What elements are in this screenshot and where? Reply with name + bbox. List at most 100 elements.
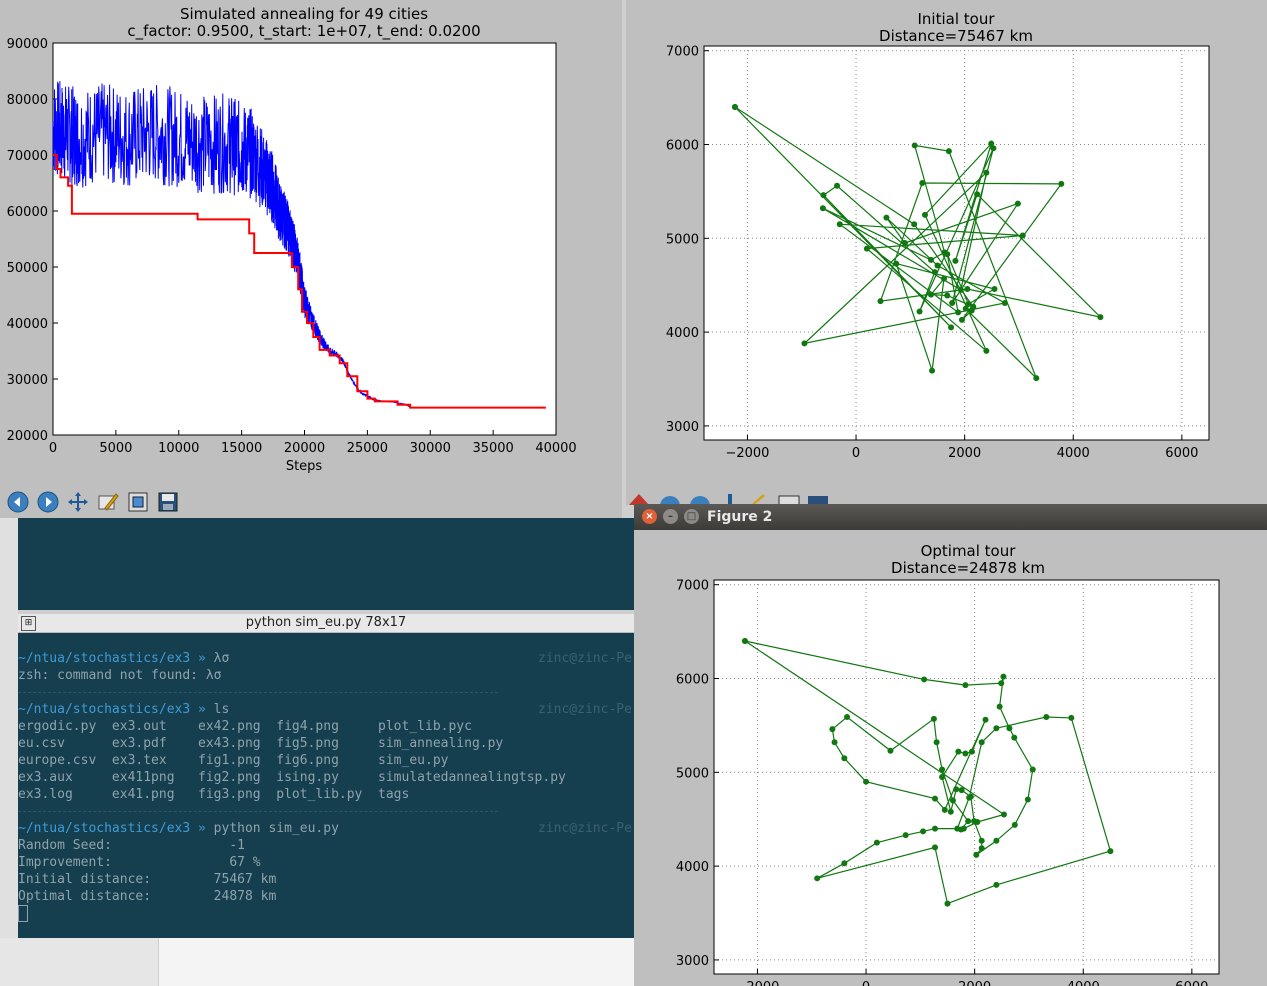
- city-point: [944, 900, 951, 907]
- x-axis-label: Steps: [286, 459, 323, 474]
- x-tick-label: 6000: [1165, 446, 1198, 461]
- city-point: [922, 211, 929, 218]
- city-point: [993, 881, 1000, 888]
- x-tick-label: 5000: [99, 441, 132, 456]
- city-point: [982, 716, 989, 723]
- city-point: [932, 844, 939, 851]
- city-point: [931, 269, 938, 276]
- city-point: [934, 262, 941, 269]
- city-point: [966, 794, 973, 801]
- city-point: [947, 808, 954, 815]
- city-point: [990, 145, 997, 152]
- x-tick-label: 30000: [410, 441, 451, 456]
- save-icon[interactable]: [808, 496, 828, 505]
- x-tick-label: −2000: [735, 980, 779, 986]
- window-titlebar[interactable]: × – □ Figure 2: [634, 504, 1267, 530]
- city-point: [1068, 714, 1075, 721]
- x-tick-label: 25000: [347, 441, 388, 456]
- desktop-background: [0, 518, 18, 938]
- terminal-line: ergodic.py ex3.out ex42.png fig4.png plo…: [18, 719, 472, 734]
- city-point: [983, 169, 990, 176]
- window-title: Figure 2: [707, 509, 773, 525]
- city-point: [741, 637, 748, 644]
- x-tick-label: 15000: [221, 441, 262, 456]
- x-tick-label: 0: [852, 446, 860, 461]
- city-point: [932, 795, 939, 802]
- city-point: [949, 797, 956, 804]
- city-point: [927, 291, 934, 298]
- terminal-separator: [18, 684, 634, 701]
- minimize-icon[interactable]: –: [663, 509, 678, 524]
- city-point: [1033, 375, 1040, 382]
- y-tick-label: 5000: [666, 232, 699, 247]
- city-point: [944, 251, 951, 258]
- city-point: [921, 676, 928, 683]
- back-icon[interactable]: [660, 496, 680, 505]
- annealing-figure-window: Simulated annealing for 49 cities c_fact…: [0, 0, 622, 518]
- chart-subtitle: Distance=75467 km: [879, 27, 1033, 45]
- x-tick-label: 2000: [958, 980, 991, 986]
- figure-2-window: × – □ Figure 2 Optimal tour Distance=248…: [634, 504, 1267, 986]
- terminal-separator: [18, 803, 634, 820]
- city-point: [919, 179, 926, 186]
- grid-lines: [704, 46, 1209, 440]
- x-tick-label: 0: [862, 980, 870, 986]
- pan-icon[interactable]: [65, 489, 90, 514]
- initial-tour-figure-window: Initial tour Distance=75467 km −2000 0 200…: [626, 0, 1267, 505]
- city-point: [841, 755, 848, 762]
- terminal-output[interactable]: ~/ntua/stochastics/ex3 » λσ zinc@zinc-Pe z…: [18, 650, 634, 922]
- configure-subplots-icon[interactable]: [752, 494, 765, 505]
- terminal-line: Improvement: 67 %: [18, 855, 261, 870]
- city-point: [944, 292, 951, 299]
- terminal-titlebar: ⊞ python sim_eu.py 78x17: [18, 614, 634, 633]
- forward-icon[interactable]: [35, 489, 60, 514]
- city-point: [911, 221, 918, 228]
- city-point: [978, 845, 985, 852]
- save-icon[interactable]: [155, 489, 180, 514]
- x-tick-label: 10000: [158, 441, 199, 456]
- maximize-icon[interactable]: □: [684, 509, 699, 524]
- city-point: [1011, 821, 1018, 828]
- city-point: [844, 713, 851, 720]
- terminal-line: eu.csv ex3.pdf ex43.png fig5.png sim_ann…: [18, 736, 504, 751]
- y-tick-label: 20000: [7, 429, 48, 444]
- pan-icon[interactable]: [728, 494, 732, 505]
- terminal-grid-icon[interactable]: ⊞: [21, 616, 36, 631]
- city-point: [883, 214, 890, 221]
- close-icon[interactable]: ×: [642, 509, 657, 524]
- x-tick-label: 4000: [1067, 980, 1100, 986]
- series-group: [731, 103, 1104, 382]
- separator-line: [18, 811, 498, 812]
- configure-subplots-icon[interactable]: [95, 489, 120, 514]
- terminal-line: europe.csv ex3.tex fig1.png fig6.png sim…: [18, 753, 449, 768]
- terminal-window[interactable]: ⊞ python sim_eu.py 78x17 ~/ntua/stochast…: [18, 614, 634, 938]
- city-point: [958, 316, 965, 323]
- desktop-panel: [158, 938, 635, 986]
- city-point: [962, 305, 969, 312]
- y-tick-label: 7000: [666, 45, 699, 60]
- zoom-rect-icon[interactable]: [778, 495, 800, 505]
- city-point: [996, 703, 1003, 710]
- home-icon[interactable]: [629, 494, 649, 505]
- terminal-line: Initial distance: 75467 km: [18, 872, 277, 887]
- city-point: [932, 825, 939, 832]
- city-point: [954, 825, 961, 832]
- x-tick-label: 20000: [284, 441, 325, 456]
- chart-title: Optimal tour: [921, 542, 1017, 560]
- back-icon[interactable]: [5, 489, 30, 514]
- city-point: [1043, 713, 1050, 720]
- city-point: [834, 182, 841, 189]
- y-tick-label: 70000: [7, 149, 48, 164]
- city-point: [955, 748, 962, 755]
- y-tick-label: 7000: [676, 579, 709, 594]
- city-point: [841, 860, 848, 867]
- city-point: [901, 240, 908, 246]
- city-point: [941, 275, 948, 282]
- city-point: [1001, 300, 1008, 307]
- city-point: [939, 774, 946, 780]
- city-point: [955, 309, 962, 316]
- forward-icon[interactable]: [690, 496, 710, 505]
- city-point: [902, 832, 909, 839]
- zoom-rect-icon[interactable]: [125, 489, 150, 514]
- plot-toolbar: [626, 490, 1267, 505]
